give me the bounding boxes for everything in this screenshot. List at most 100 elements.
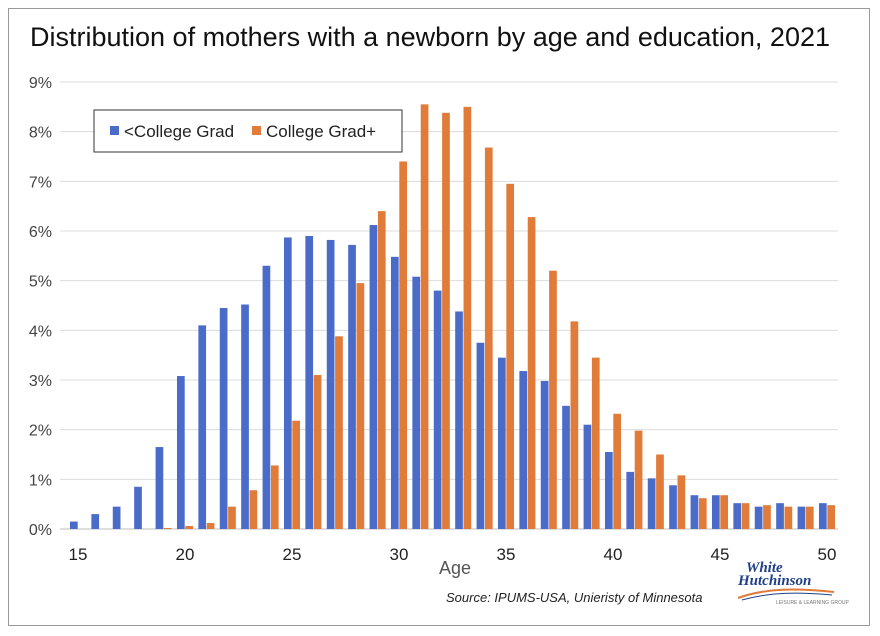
x-tick-label: 50 [818,545,837,564]
y-tick-label: 4% [29,323,52,340]
x-tick-label: 30 [390,545,409,564]
x-tick-label: 40 [604,545,623,564]
bar-lt-college-25 [283,237,292,529]
bar-college-25 [292,420,301,529]
y-tick-label: 2% [29,423,52,440]
logo-text-line2: Hutchinson [738,573,812,589]
bar-lt-college-34 [476,342,485,529]
logo-text-line1: White [746,560,783,576]
bar-lt-college-36 [519,371,528,529]
bar-college-36 [527,217,536,530]
bar-college-24 [270,465,279,529]
bar-college-31 [420,104,429,529]
bar-lt-college-23 [241,304,249,529]
bar-college-19 [163,528,172,529]
bar-lt-college-20 [176,376,185,529]
bar-lt-college-29 [369,225,378,530]
legend-label: College Grad+ [266,122,376,141]
legend-label: <College Grad [124,122,234,141]
bar-college-29 [377,211,386,529]
bar-lt-college-46 [733,503,742,529]
bar-college-21 [206,523,215,529]
bar-college-26 [313,375,322,529]
bar-lt-college-26 [305,235,314,529]
x-tick-label: 15 [69,545,88,564]
bar-college-40 [613,413,622,529]
y-tick-label: 8% [29,125,52,142]
logo-tagline: LEISURE & LEARNING GROUP [776,600,849,606]
bar-lt-college-33 [455,311,463,529]
source-note: Source: IPUMS-USA, Unieristy of Minnesot… [446,590,703,605]
x-tick-label: 20 [176,545,195,564]
bar-college-45 [720,495,729,529]
bar-lt-college-17 [112,506,121,529]
bar-lt-college-22 [219,307,228,529]
y-tick-label: 9% [29,75,52,92]
bar-college-50 [827,505,836,529]
bar-college-41 [634,430,643,529]
y-tick-label: 5% [29,274,52,291]
bar-college-46 [741,503,750,529]
legend-box [93,109,403,153]
bar-lt-college-45 [711,495,720,529]
bar-college-22 [228,506,236,529]
bar-lt-college-42 [647,478,656,529]
bar-college-34 [484,147,493,529]
bar-lt-college-49 [797,506,806,529]
logo-swoosh-icon [737,588,835,601]
bar-college-47 [763,505,771,529]
bar-lt-college-41 [626,471,635,529]
bar-lt-college-24 [262,265,271,529]
bar-lt-college-18 [134,486,142,529]
bar-college-33 [463,106,472,529]
bar-college-30 [399,161,408,529]
x-tick-label: 45 [711,545,730,564]
y-tick-label: 6% [29,224,52,241]
bar-college-28 [356,283,365,529]
bar-lt-college-44 [690,495,699,529]
bar-lt-college-21 [198,325,207,529]
bar-lt-college-37 [540,380,549,529]
bar-lt-college-31 [412,276,421,529]
bar-lt-college-27 [326,239,335,529]
bar-college-35 [506,183,515,530]
bar-college-42 [656,454,664,529]
y-tick-label: 1% [29,472,52,489]
bar-lt-college-32 [433,290,442,529]
bar-lt-college-35 [497,357,506,529]
chart-title: Distribution of mothers with a newborn b… [30,22,830,52]
bar-lt-college-48 [776,503,784,529]
bar-college-37 [549,270,557,529]
y-tick-label: 0% [29,522,52,539]
bar-lt-college-50 [818,503,827,529]
bar-lt-college-28 [348,244,356,529]
y-tick-label: 3% [29,373,52,390]
x-tick-label: 25 [283,545,302,564]
bar-lt-college-40 [604,452,613,529]
bar-college-38 [570,321,579,529]
bar-college-49 [805,506,814,529]
bar-college-32 [442,112,450,529]
bar-college-48 [784,506,793,529]
bar-college-23 [249,490,258,529]
bar-college-20 [185,526,194,529]
bar-lt-college-38 [562,405,570,529]
legend-swatch [252,126,261,135]
bar-lt-college-15 [69,521,78,529]
y-tick-label: 7% [29,174,52,191]
bar-lt-college-39 [583,424,592,529]
white-hutchinson-logo: White Hutchinson LEISURE & LEARNING GROU… [736,560,849,612]
x-tick-label: 35 [497,545,516,564]
bar-lt-college-30 [390,256,399,529]
legend-swatch [110,126,119,135]
bar-lt-college-16 [91,514,100,529]
bar-lt-college-47 [754,506,763,529]
bar-college-43 [677,475,686,529]
bar-lt-college-43 [669,485,677,529]
bar-college-27 [335,336,343,529]
bar-college-44 [698,498,707,529]
x-axis-label: Age [439,558,471,578]
bar-lt-college-19 [155,447,164,529]
bar-college-39 [591,357,600,529]
